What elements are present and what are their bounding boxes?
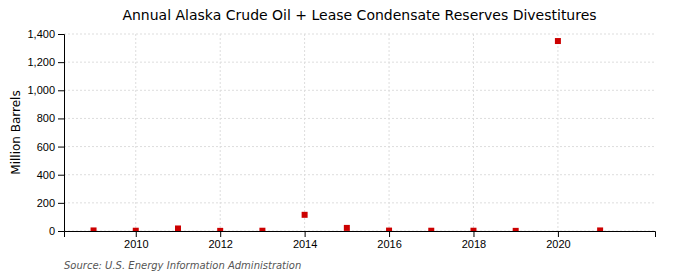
grid-line-y (64, 146, 655, 147)
point (302, 212, 308, 218)
grid-line-y (64, 90, 655, 91)
y-tick: 0 (49, 225, 64, 237)
x-tick-label: 2018 (462, 238, 486, 250)
y-tick-mark (58, 90, 64, 91)
point (133, 228, 139, 231)
x-tick-label: 2014 (293, 238, 317, 250)
x-tick-mark (389, 231, 390, 237)
y-axis-title: Million Barrels (9, 90, 23, 174)
grid-line-x (304, 34, 305, 231)
y-tick-mark (58, 62, 64, 63)
point (344, 225, 350, 231)
y-tick-label: 400 (37, 169, 55, 181)
y-tick-mark (58, 203, 64, 204)
point (470, 228, 476, 231)
grid (64, 34, 655, 231)
y-axis-line (58, 35, 65, 232)
y-tick-label: 800 (37, 112, 55, 124)
y-tick-label: 200 (37, 197, 55, 209)
grid-line-y (64, 174, 655, 175)
grid-line-x (220, 34, 221, 231)
point (597, 227, 603, 231)
y-tick-label: 1,000 (27, 84, 55, 96)
point (91, 227, 97, 231)
x-tick-mark (473, 231, 474, 237)
point (386, 228, 392, 231)
x-tick-mark (136, 231, 137, 237)
x-tick: 2016 (377, 231, 401, 250)
points (91, 38, 604, 231)
point (217, 228, 223, 231)
y-tick: 1,400 (27, 28, 64, 40)
x-tick-mark (558, 231, 559, 237)
y-tick-mark (58, 147, 64, 148)
y-tick: 1,000 (27, 84, 64, 96)
y-tick-mark (58, 231, 64, 232)
y-tick-mark (58, 34, 64, 35)
y-tick: 600 (37, 141, 64, 153)
x-tick: 2018 (462, 231, 486, 250)
x-tick-label: 2020 (546, 238, 570, 250)
grid-line-x (473, 34, 474, 231)
x-tick-label: 2010 (124, 238, 148, 250)
y-axis: 0 200 400 600 800 1,000 1,200 1,400 (27, 28, 64, 237)
x-tick-mark (220, 231, 221, 237)
grid-line-y (64, 118, 655, 119)
chart-container: 2010 2012 2014 2016 2018 2020 0 200 400 600 800 1,0… (0, 0, 675, 275)
point (259, 228, 265, 231)
x-axis-line (65, 232, 656, 238)
point (555, 38, 561, 44)
point (428, 228, 434, 231)
x-tick: 2012 (208, 231, 232, 250)
source-note: Source: U.S. Energy Information Administ… (64, 260, 301, 271)
y-tick: 200 (37, 197, 64, 209)
grid-line-y (64, 202, 655, 203)
y-tick-mark (58, 175, 64, 176)
plot-area: 2010 2012 2014 2016 2018 2020 0 200 400 600 800 1,0… (27, 28, 655, 250)
grid-line-y (64, 62, 655, 63)
point (175, 225, 181, 231)
x-axis: 2010 2012 2014 2016 2018 2020 (65, 231, 656, 250)
x-tick: 2020 (546, 231, 570, 250)
grid-line-y (64, 34, 655, 35)
x-tick: 2014 (293, 231, 317, 250)
y-tick-label: 1,400 (27, 28, 55, 40)
title: Annual Alaska Crude Oil + Lease Condensa… (122, 7, 596, 23)
y-tick: 400 (37, 169, 64, 181)
grid-line-x (389, 34, 390, 231)
x-tick-mark (305, 231, 306, 237)
y-tick-label: 600 (37, 141, 55, 153)
grid-line-x (557, 34, 558, 231)
x-tick-label: 2016 (377, 238, 401, 250)
y-tick-label: 1,200 (27, 56, 55, 68)
point (513, 228, 519, 231)
y-tick: 800 (37, 112, 64, 124)
grid-line-x (135, 34, 136, 231)
chart-svg: 2010 2012 2014 2016 2018 2020 0 200 400 600 800 1,0… (0, 0, 675, 275)
y-tick-mark (58, 118, 64, 119)
y-tick-label: 0 (49, 225, 55, 237)
x-tick: 2010 (124, 231, 148, 250)
y-tick: 1,200 (27, 56, 64, 68)
x-tick-label: 2012 (208, 238, 232, 250)
